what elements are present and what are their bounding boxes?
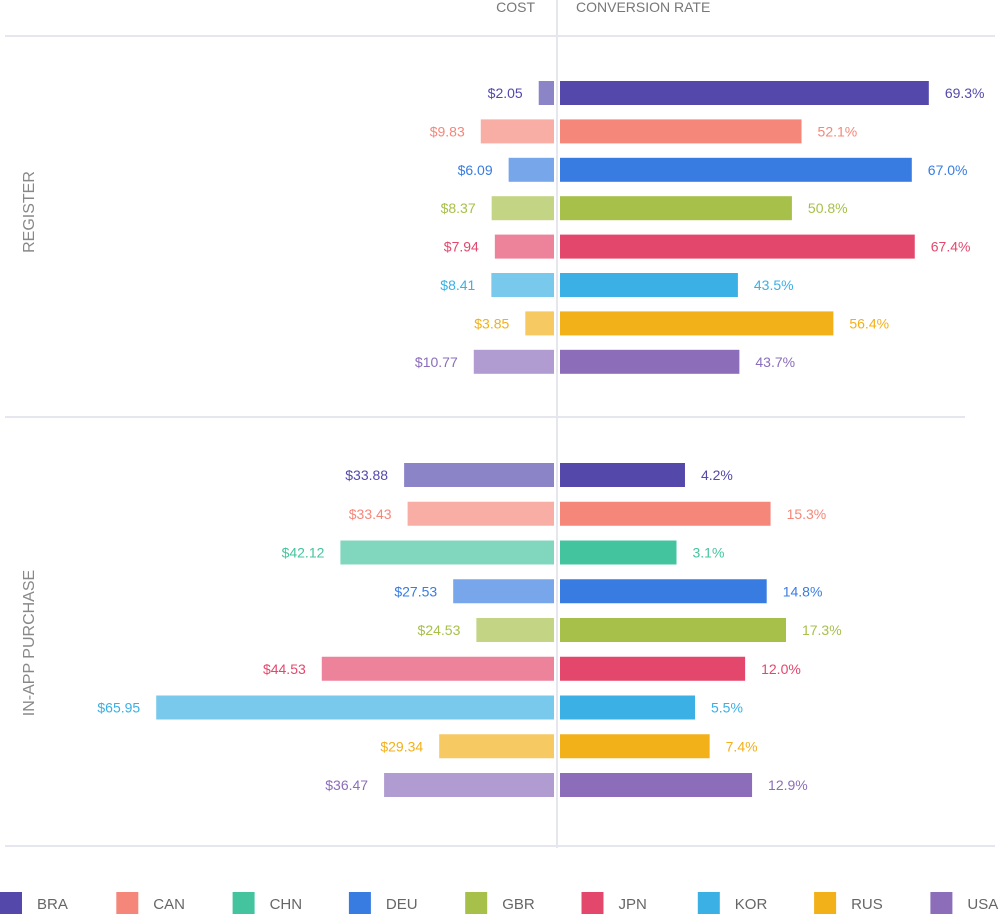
cost-label: $10.77 (415, 354, 458, 370)
rate-label: 15.3% (787, 506, 827, 522)
cost-label: $29.34 (380, 738, 423, 754)
legend-label-usa: USA (967, 896, 998, 913)
legend-label-rus: RUS (851, 896, 883, 913)
cost-bar-rus (525, 311, 554, 336)
rate-label: 67.0% (928, 162, 968, 178)
rate-bar-can (560, 501, 771, 526)
cost-label: $36.47 (325, 777, 368, 793)
cost-label: $9.83 (430, 123, 465, 139)
group-label: IN-APP PURCHASE (21, 570, 38, 716)
rate-label: 3.1% (693, 545, 725, 561)
cost-label: $8.37 (441, 200, 476, 216)
rate-label: 50.8% (808, 200, 848, 216)
rate-bar-deu (560, 579, 767, 604)
legend-swatch-bra (0, 892, 22, 914)
legend-label-chn: CHN (270, 896, 303, 913)
rate-label: 56.4% (849, 315, 889, 331)
rate-label: 67.4% (931, 239, 971, 255)
rate-label: 12.0% (761, 661, 801, 677)
rate-bar-rus (560, 734, 710, 759)
cost-label: $24.53 (418, 622, 461, 638)
rate-bar-bra (560, 463, 685, 487)
cost-bar-deu (453, 579, 554, 604)
cost-label: $27.53 (394, 583, 437, 599)
legend-label-bra: BRA (37, 896, 68, 913)
legend-swatch-jpn (581, 892, 604, 914)
rate-bar-deu (560, 157, 912, 182)
rate-bar-gbr (560, 196, 792, 221)
legend-swatch-gbr (465, 892, 488, 914)
cost-bar-can (480, 119, 554, 144)
cost-label: $65.95 (97, 700, 140, 716)
cost-label: $44.53 (263, 661, 306, 677)
group-label: REGISTER (21, 171, 38, 253)
rate-label: 5.5% (711, 700, 743, 716)
cost-label: $42.12 (282, 545, 325, 561)
legend-swatch-can (116, 892, 139, 914)
legend-swatch-kor (697, 892, 720, 914)
cost-label: $33.43 (349, 506, 392, 522)
cost-label: $3.85 (474, 315, 509, 331)
legend-label-can: CAN (153, 896, 185, 913)
cost-bar-bra (538, 81, 554, 105)
rate-bar-usa (560, 773, 753, 797)
rate-bar-jpn (560, 234, 915, 259)
rate-bar-jpn (560, 656, 746, 681)
cost-bar-rus (439, 734, 554, 759)
rate-bar-gbr (560, 618, 786, 642)
cost-bar-gbr (476, 618, 554, 642)
cost-bar-gbr (491, 196, 554, 221)
cost-bar-kor (156, 695, 555, 720)
rate-bar-rus (560, 311, 834, 336)
header-cost: COST (496, 0, 535, 15)
cost-bar-deu (508, 157, 554, 182)
cost-label: $2.05 (488, 85, 523, 101)
cost-bar-can (407, 501, 554, 526)
rate-label: 43.5% (754, 277, 794, 293)
legend-label-deu: DEU (386, 896, 418, 913)
cost-label: $7.94 (444, 239, 479, 255)
rate-bar-kor (560, 273, 738, 297)
rate-label: 69.3% (945, 85, 985, 101)
cost-bar-usa (473, 349, 554, 374)
cost-bar-kor (491, 273, 554, 297)
rate-bar-usa (560, 349, 740, 374)
legend-label-gbr: GBR (502, 896, 535, 913)
rate-label: 43.7% (755, 354, 795, 370)
rate-label: 12.9% (768, 777, 808, 793)
rate-label: 4.2% (701, 467, 733, 483)
legend-swatch-chn (232, 892, 255, 914)
rate-bar-kor (560, 695, 696, 720)
header-conversion-rate: CONVERSION RATE (576, 0, 710, 15)
legend-label-kor: KOR (735, 896, 768, 913)
rate-label: 14.8% (783, 583, 823, 599)
legend-label-jpn: JPN (619, 896, 647, 913)
cost-label: $8.41 (440, 277, 475, 293)
rate-label: 52.1% (818, 123, 858, 139)
rate-label: 7.4% (726, 738, 758, 754)
legend-swatch-usa (930, 892, 953, 914)
rate-bar-can (560, 119, 802, 144)
cost-bar-jpn (494, 234, 554, 259)
cost-label: $6.09 (458, 162, 493, 178)
rate-bar-chn (560, 540, 677, 565)
legend-swatch-rus (814, 892, 837, 914)
rate-bar-bra (560, 81, 929, 105)
legend-swatch-deu (348, 892, 371, 914)
rate-label: 17.3% (802, 622, 842, 638)
cost-bar-bra (404, 463, 554, 487)
cost-label: $33.88 (345, 467, 388, 483)
cost-bar-jpn (321, 656, 554, 681)
cost-bar-chn (340, 540, 554, 565)
cost-bar-usa (384, 773, 554, 797)
